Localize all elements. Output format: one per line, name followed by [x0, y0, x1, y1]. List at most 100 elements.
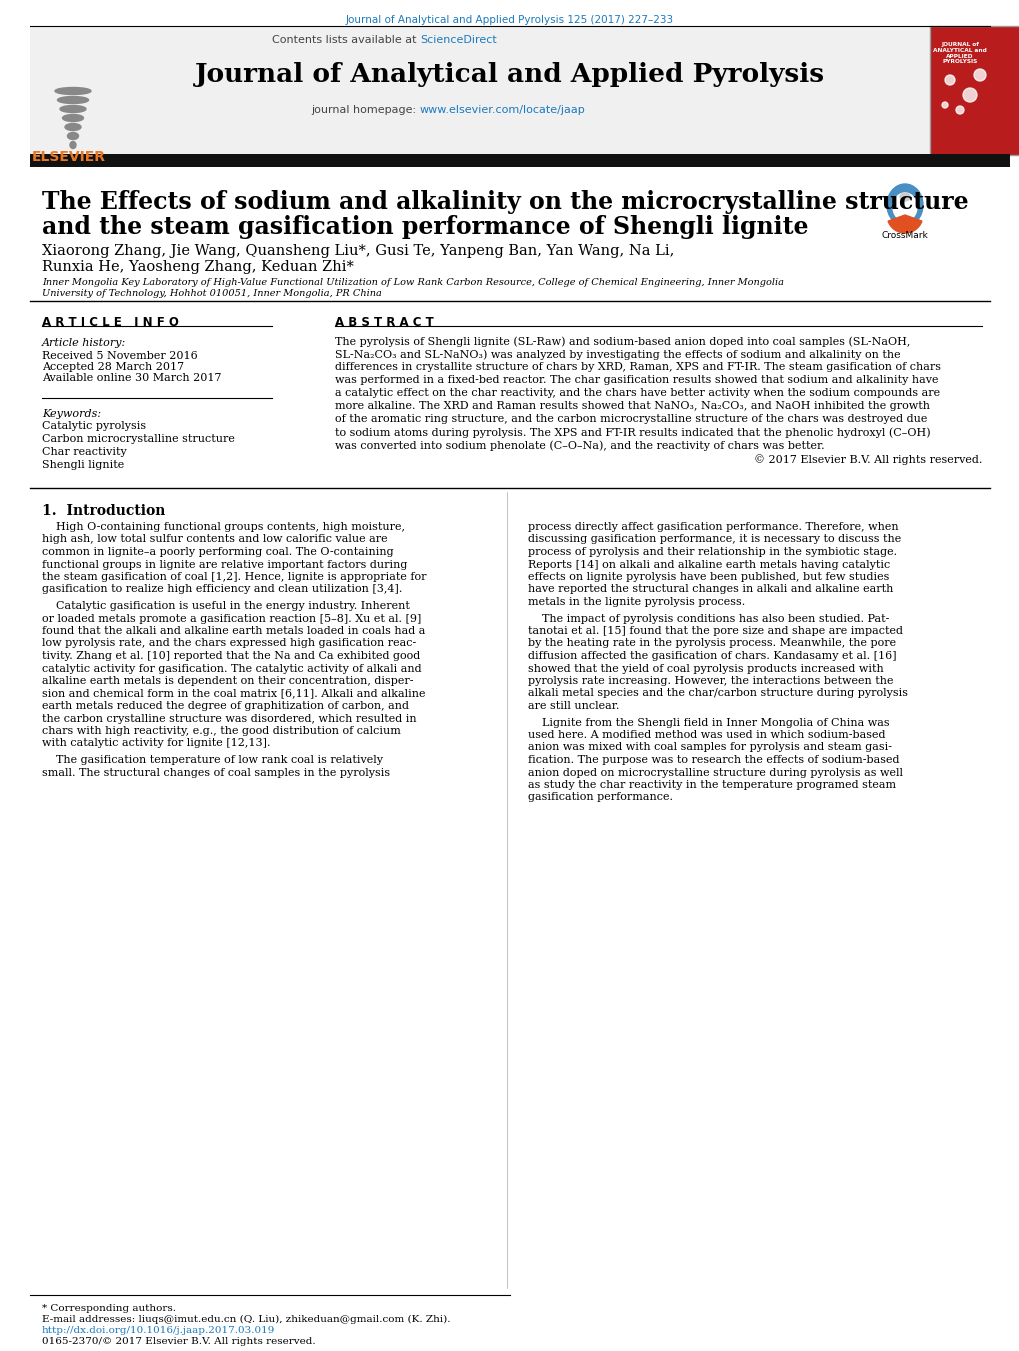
- Circle shape: [955, 105, 963, 113]
- Text: was converted into sodium phenolate (C–O–Na), and the reactivity of chars was be: was converted into sodium phenolate (C–O…: [334, 440, 823, 451]
- Text: Carbon microcrystalline structure: Carbon microcrystalline structure: [42, 434, 234, 444]
- Ellipse shape: [62, 115, 84, 122]
- Text: anion was mixed with coal samples for pyrolysis and steam gasi-: anion was mixed with coal samples for py…: [528, 743, 892, 753]
- Text: 0165-2370/© 2017 Elsevier B.V. All rights reserved.: 0165-2370/© 2017 Elsevier B.V. All right…: [42, 1337, 315, 1346]
- Text: as study the char reactivity in the temperature programed steam: as study the char reactivity in the temp…: [528, 780, 896, 790]
- Text: effects on lignite pyrolysis have been published, but few studies: effects on lignite pyrolysis have been p…: [528, 571, 889, 582]
- Text: alkali metal species and the char/carbon structure during pyrolysis: alkali metal species and the char/carbon…: [528, 689, 907, 698]
- Ellipse shape: [65, 123, 81, 131]
- Text: tanotai et al. [15] found that the pore size and shape are impacted: tanotai et al. [15] found that the pore …: [528, 626, 902, 636]
- Text: or loaded metals promote a gasification reaction [5–8]. Xu et al. [9]: or loaded metals promote a gasification …: [42, 613, 421, 624]
- Text: alkaline earth metals is dependent on their concentration, disper-: alkaline earth metals is dependent on th…: [42, 676, 413, 686]
- Bar: [30, 154, 1009, 168]
- Text: High O-containing functional groups contents, high moisture,: High O-containing functional groups cont…: [42, 521, 405, 532]
- Text: diffusion affected the gasification of chars. Kandasamy et al. [16]: diffusion affected the gasification of c…: [528, 651, 896, 661]
- Text: to sodium atoms during pyrolysis. The XPS and FT-IR results indicated that the p: to sodium atoms during pyrolysis. The XP…: [334, 427, 929, 438]
- Text: Shengli lignite: Shengli lignite: [42, 459, 124, 470]
- Text: earth metals reduced the degree of graphitization of carbon, and: earth metals reduced the degree of graph…: [42, 701, 409, 711]
- Text: the carbon crystalline structure was disordered, which resulted in: the carbon crystalline structure was dis…: [42, 713, 416, 724]
- Text: SL-Na₂CO₃ and SL-NaNO₃) was analyzed by investigating the effects of sodium and : SL-Na₂CO₃ and SL-NaNO₃) was analyzed by …: [334, 349, 900, 359]
- Text: Journal of Analytical and Applied Pyrolysis: Journal of Analytical and Applied Pyroly…: [195, 62, 824, 86]
- Text: Char reactivity: Char reactivity: [42, 447, 126, 457]
- Text: gasification performance.: gasification performance.: [528, 793, 673, 802]
- Text: Reports [14] on alkali and alkaline earth metals having catalytic: Reports [14] on alkali and alkaline eart…: [528, 559, 890, 570]
- Text: Article history:: Article history:: [42, 338, 126, 349]
- Text: small. The structural changes of coal samples in the pyrolysis: small. The structural changes of coal sa…: [42, 767, 389, 777]
- Bar: [30, 26, 929, 155]
- Circle shape: [944, 76, 954, 85]
- Text: are still unclear.: are still unclear.: [528, 701, 619, 711]
- Text: A R T I C L E   I N F O: A R T I C L E I N F O: [42, 316, 178, 330]
- Text: anion doped on microcrystalline structure during pyrolysis as well: anion doped on microcrystalline structur…: [528, 767, 902, 777]
- Text: Catalytic gasification is useful in the energy industry. Inherent: Catalytic gasification is useful in the …: [42, 601, 410, 611]
- Text: chars with high reactivity, e.g., the good distribution of calcium: chars with high reactivity, e.g., the go…: [42, 725, 400, 736]
- Text: Keywords:: Keywords:: [42, 409, 101, 419]
- Text: JOURNAL of
ANALYTICAL and
APPLIED
PYROLYSIS: JOURNAL of ANALYTICAL and APPLIED PYROLY…: [932, 42, 986, 65]
- Text: fication. The purpose was to research the effects of sodium-based: fication. The purpose was to research th…: [528, 755, 899, 765]
- Text: process of pyrolysis and their relationship in the symbiotic stage.: process of pyrolysis and their relations…: [528, 547, 897, 557]
- Text: with catalytic activity for lignite [12,13].: with catalytic activity for lignite [12,…: [42, 739, 270, 748]
- Text: Contents lists available at: Contents lists available at: [272, 35, 420, 45]
- Ellipse shape: [887, 184, 922, 226]
- Circle shape: [962, 88, 976, 101]
- Text: pyrolysis rate increasing. However, the interactions between the: pyrolysis rate increasing. However, the …: [528, 676, 893, 686]
- Text: common in lignite–a poorly performing coal. The O-containing: common in lignite–a poorly performing co…: [42, 547, 393, 557]
- Text: http://dx.doi.org/10.1016/j.jaap.2017.03.019: http://dx.doi.org/10.1016/j.jaap.2017.03…: [42, 1325, 275, 1335]
- Ellipse shape: [57, 96, 89, 104]
- Text: differences in crystallite structure of chars by XRD, Raman, XPS and FT-IR. The : differences in crystallite structure of …: [334, 362, 941, 372]
- Text: was performed in a fixed-bed reactor. The char gasification results showed that : was performed in a fixed-bed reactor. Th…: [334, 376, 937, 385]
- Text: a catalytic effect on the char reactivity, and the chars have better activity wh: a catalytic effect on the char reactivit…: [334, 388, 940, 399]
- Text: discussing gasification performance, it is necessary to discuss the: discussing gasification performance, it …: [528, 535, 901, 544]
- Text: The gasification temperature of low rank coal is relatively: The gasification temperature of low rank…: [42, 755, 382, 765]
- Text: used here. A modified method was used in which sodium-based: used here. A modified method was used in…: [528, 730, 884, 740]
- Text: University of Technology, Hohhot 010051, Inner Mongolia, PR China: University of Technology, Hohhot 010051,…: [42, 289, 381, 299]
- Text: The impact of pyrolysis conditions has also been studied. Pat-: The impact of pyrolysis conditions has a…: [528, 613, 889, 624]
- Bar: [929, 26, 1019, 155]
- Text: catalytic activity for gasification. The catalytic activity of alkali and: catalytic activity for gasification. The…: [42, 663, 421, 674]
- Ellipse shape: [55, 88, 91, 95]
- Ellipse shape: [70, 142, 76, 149]
- Wedge shape: [888, 215, 921, 232]
- Text: process directly affect gasification performance. Therefore, when: process directly affect gasification per…: [528, 521, 898, 532]
- Text: The Effects of sodium and alkalinity on the microcrystalline structure: The Effects of sodium and alkalinity on …: [42, 190, 968, 213]
- Text: journal homepage:: journal homepage:: [311, 105, 420, 115]
- Text: Available online 30 March 2017: Available online 30 March 2017: [42, 373, 221, 382]
- Text: Xiaorong Zhang, Jie Wang, Quansheng Liu*, Gusi Te, Yanpeng Ban, Yan Wang, Na Li,: Xiaorong Zhang, Jie Wang, Quansheng Liu*…: [42, 245, 674, 258]
- Text: ELSEVIER: ELSEVIER: [32, 150, 106, 163]
- Text: CrossMark: CrossMark: [880, 231, 927, 240]
- Text: 1.  Introduction: 1. Introduction: [42, 504, 165, 517]
- Text: E-mail addresses: liuqs@imut.edu.cn (Q. Liu), zhikeduan@gmail.com (K. Zhi).: E-mail addresses: liuqs@imut.edu.cn (Q. …: [42, 1315, 450, 1324]
- Ellipse shape: [60, 105, 86, 112]
- Text: Journal of Analytical and Applied Pyrolysis 125 (2017) 227–233: Journal of Analytical and Applied Pyroly…: [345, 15, 674, 26]
- Text: low pyrolysis rate, and the chars expressed high gasification reac-: low pyrolysis rate, and the chars expres…: [42, 639, 416, 648]
- Text: Runxia He, Yaosheng Zhang, Keduan Zhi*: Runxia He, Yaosheng Zhang, Keduan Zhi*: [42, 259, 354, 274]
- Text: have reported the structural changes in alkali and alkaline earth: have reported the structural changes in …: [528, 585, 893, 594]
- Ellipse shape: [67, 132, 78, 139]
- Text: functional groups in lignite are relative important factors during: functional groups in lignite are relativ…: [42, 559, 407, 570]
- Text: of the aromatic ring structure, and the carbon microcrystalline structure of the: of the aromatic ring structure, and the …: [334, 413, 926, 424]
- Text: gasification to realize high efficiency and clean utilization [3,4].: gasification to realize high efficiency …: [42, 585, 401, 594]
- Text: www.elsevier.com/locate/jaap: www.elsevier.com/locate/jaap: [420, 105, 585, 115]
- Text: tivity. Zhang et al. [10] reported that the Na and Ca exhibited good: tivity. Zhang et al. [10] reported that …: [42, 651, 420, 661]
- Text: Catalytic pyrolysis: Catalytic pyrolysis: [42, 422, 146, 431]
- Text: Lignite from the Shengli field in Inner Mongolia of China was: Lignite from the Shengli field in Inner …: [528, 717, 889, 727]
- Circle shape: [942, 101, 947, 108]
- Text: sion and chemical form in the coal matrix [6,11]. Alkali and alkaline: sion and chemical form in the coal matri…: [42, 689, 425, 698]
- Ellipse shape: [899, 193, 909, 201]
- Text: Received 5 November 2016: Received 5 November 2016: [42, 351, 198, 361]
- Text: A B S T R A C T: A B S T R A C T: [334, 316, 433, 330]
- Text: metals in the lignite pyrolysis process.: metals in the lignite pyrolysis process.: [528, 597, 745, 607]
- Text: the steam gasification of coal [1,2]. Hence, lignite is appropriate for: the steam gasification of coal [1,2]. He…: [42, 571, 426, 582]
- Text: Inner Mongolia Key Laboratory of High-Value Functional Utilization of Low Rank C: Inner Mongolia Key Laboratory of High-Va…: [42, 278, 784, 286]
- Text: by the heating rate in the pyrolysis process. Meanwhile, the pore: by the heating rate in the pyrolysis pro…: [528, 639, 896, 648]
- Text: more alkaline. The XRD and Raman results showed that NaNO₃, Na₂CO₃, and NaOH inh: more alkaline. The XRD and Raman results…: [334, 401, 929, 411]
- Text: Accepted 28 March 2017: Accepted 28 March 2017: [42, 362, 184, 372]
- Text: found that the alkali and alkaline earth metals loaded in coals had a: found that the alkali and alkaline earth…: [42, 626, 425, 636]
- Text: © 2017 Elsevier B.V. All rights reserved.: © 2017 Elsevier B.V. All rights reserved…: [753, 454, 981, 465]
- Text: high ash, low total sulfur contents and low calorific value are: high ash, low total sulfur contents and …: [42, 535, 387, 544]
- Text: * Corresponding authors.: * Corresponding authors.: [42, 1304, 176, 1313]
- Text: showed that the yield of coal pyrolysis products increased with: showed that the yield of coal pyrolysis …: [528, 663, 882, 674]
- Ellipse shape: [892, 193, 916, 222]
- Text: ScienceDirect: ScienceDirect: [420, 35, 496, 45]
- Text: and the steam gasification performance of Shengli lignite: and the steam gasification performance o…: [42, 215, 808, 239]
